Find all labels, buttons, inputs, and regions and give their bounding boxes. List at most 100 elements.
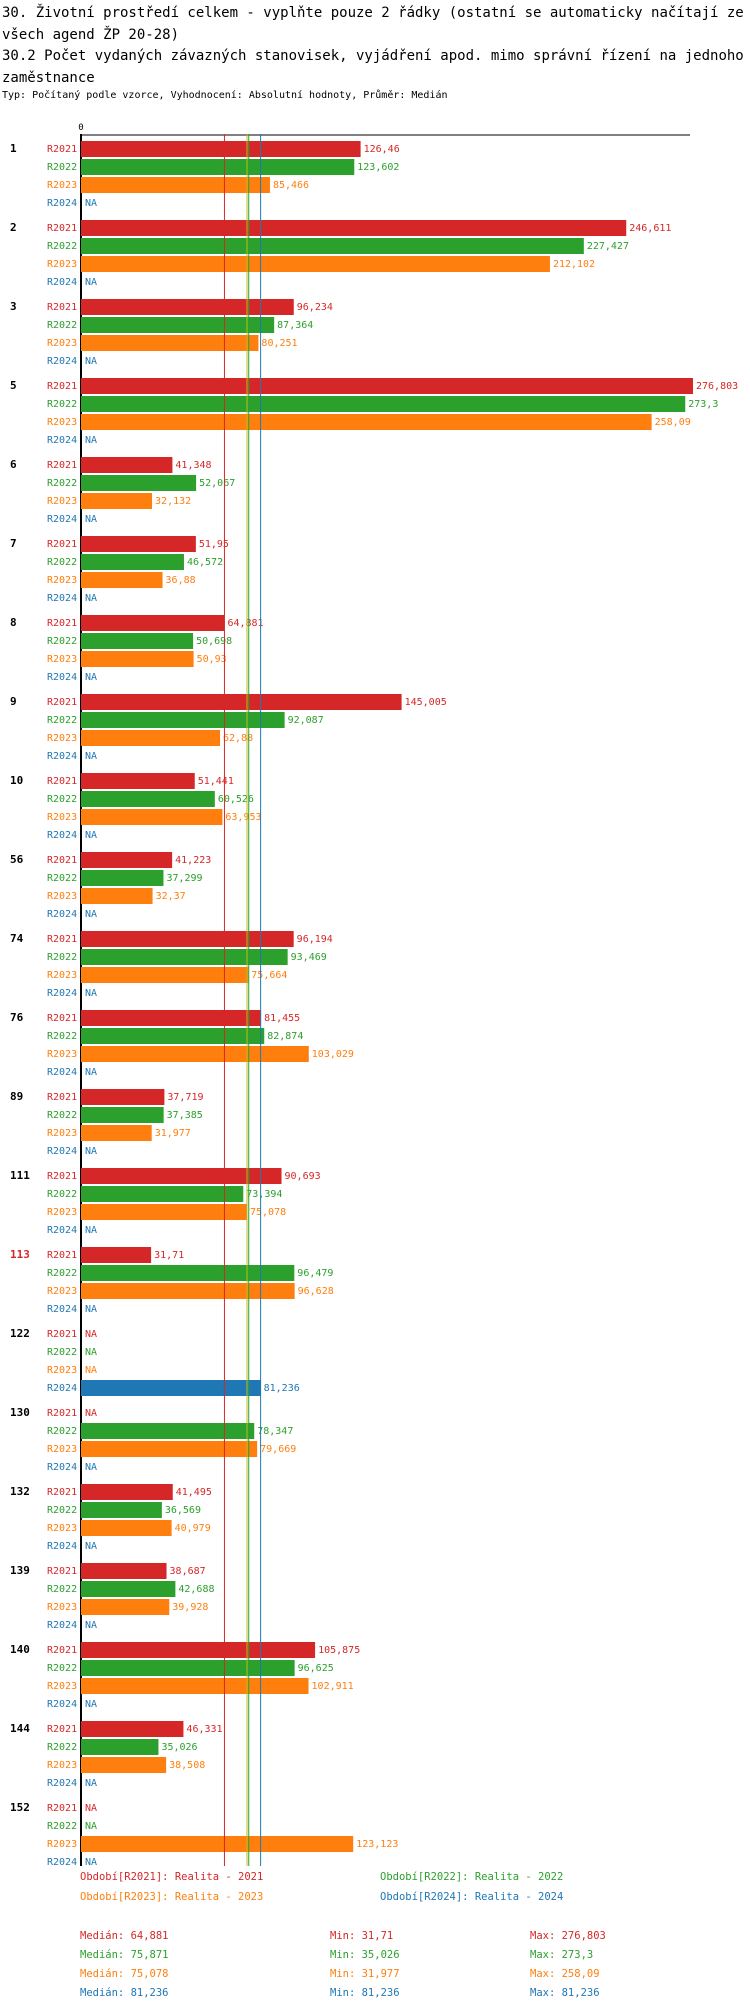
series-label-6-R2021: R2021 bbox=[47, 460, 77, 471]
bar-3-R2022 bbox=[81, 317, 275, 333]
group-label-111: 111 bbox=[10, 1169, 30, 1182]
bar-7-R2022 bbox=[81, 554, 184, 570]
bar-7-R2023 bbox=[81, 572, 163, 588]
bar-6-R2021 bbox=[81, 457, 173, 473]
series-label-2-R2024: R2024 bbox=[47, 277, 77, 288]
series-label-5-R2022: R2022 bbox=[47, 399, 77, 410]
stat-median-R2024: Medián: 81,236 bbox=[80, 1987, 169, 1999]
na-label-56-R2024: NA bbox=[85, 909, 97, 920]
bar-89-R2021 bbox=[81, 1089, 165, 1105]
series-label-113-R2021: R2021 bbox=[47, 1250, 77, 1261]
bar-8-R2023 bbox=[81, 651, 194, 667]
stat-min-R2024: Min: 81,236 bbox=[330, 1987, 400, 1999]
bar-8-R2022 bbox=[81, 633, 194, 649]
bar-56-R2023 bbox=[81, 888, 153, 904]
group-label-7: 7 bbox=[10, 537, 17, 550]
value-label-111-R2021: 90,693 bbox=[285, 1171, 321, 1182]
series-label-5-R2021: R2021 bbox=[47, 381, 77, 392]
na-label-152-R2024: NA bbox=[85, 1857, 97, 1868]
group-label-2: 2 bbox=[10, 221, 17, 234]
value-label-144-R2023: 38,508 bbox=[169, 1760, 205, 1771]
group-label-8: 8 bbox=[10, 616, 17, 629]
x-axis-zero-tick: 0 bbox=[78, 123, 83, 133]
series-label-89-R2023: R2023 bbox=[47, 1128, 77, 1139]
group-label-139: 139 bbox=[10, 1564, 30, 1577]
series-label-144-R2023: R2023 bbox=[47, 1760, 77, 1771]
series-label-10-R2023: R2023 bbox=[47, 812, 77, 823]
na-label-122-R2021: NA bbox=[85, 1329, 97, 1340]
na-label-6-R2024: NA bbox=[85, 514, 97, 525]
series-label-140-R2024: R2024 bbox=[47, 1699, 77, 1710]
na-label-74-R2024: NA bbox=[85, 988, 97, 999]
group-label-130: 130 bbox=[10, 1406, 30, 1419]
na-label-152-R2022: NA bbox=[85, 1821, 97, 1832]
value-label-3-R2023: 80,251 bbox=[261, 338, 297, 349]
value-label-1-R2022: 123,602 bbox=[357, 162, 399, 173]
series-label-3-R2023: R2023 bbox=[47, 338, 77, 349]
series-label-139-R2023: R2023 bbox=[47, 1602, 77, 1613]
series-label-7-R2023: R2023 bbox=[47, 575, 77, 586]
value-label-139-R2021: 38,687 bbox=[170, 1566, 206, 1577]
series-label-56-R2021: R2021 bbox=[47, 855, 77, 866]
value-label-89-R2021: 37,719 bbox=[167, 1092, 203, 1103]
value-label-6-R2022: 52,067 bbox=[199, 478, 235, 489]
value-label-113-R2023: 96,628 bbox=[298, 1286, 334, 1297]
series-label-89-R2022: R2022 bbox=[47, 1110, 77, 1121]
bar-3-R2023 bbox=[81, 335, 259, 351]
legend-item-R2023: Období[R2023]: Realita - 2023 bbox=[80, 1891, 264, 1903]
bar-140-R2021 bbox=[81, 1642, 316, 1658]
series-label-7-R2021: R2021 bbox=[47, 539, 77, 550]
group-label-76: 76 bbox=[10, 1011, 24, 1024]
na-label-5-R2024: NA bbox=[85, 435, 97, 446]
value-label-76-R2022: 82,874 bbox=[267, 1031, 303, 1042]
value-label-130-R2022: 78,347 bbox=[257, 1426, 293, 1437]
group-label-74: 74 bbox=[10, 932, 24, 945]
series-label-10-R2022: R2022 bbox=[47, 794, 77, 805]
bar-144-R2023 bbox=[81, 1757, 167, 1773]
na-label-122-R2022: NA bbox=[85, 1347, 97, 1358]
legend-item-R2021: Období[R2021]: Realita - 2021 bbox=[80, 1871, 264, 1883]
group-label-5: 5 bbox=[10, 379, 17, 392]
bar-8-R2021 bbox=[81, 615, 225, 631]
group-label-3: 3 bbox=[10, 300, 17, 313]
bar-144-R2021 bbox=[81, 1721, 184, 1737]
na-label-130-R2024: NA bbox=[85, 1462, 97, 1473]
bar-76-R2022 bbox=[81, 1028, 265, 1044]
series-label-130-R2022: R2022 bbox=[47, 1426, 77, 1437]
bar-5-R2023 bbox=[81, 414, 652, 430]
series-label-152-R2024: R2024 bbox=[47, 1857, 77, 1868]
value-label-144-R2022: 35,026 bbox=[161, 1742, 197, 1753]
bar-139-R2021 bbox=[81, 1563, 167, 1579]
value-label-89-R2023: 31,977 bbox=[155, 1128, 191, 1139]
series-label-5-R2023: R2023 bbox=[47, 417, 77, 428]
bar-113-R2021 bbox=[81, 1247, 152, 1263]
value-label-74-R2023: 75,664 bbox=[251, 970, 287, 981]
stat-max-R2024: Max: 81,236 bbox=[530, 1987, 600, 1999]
series-label-8-R2023: R2023 bbox=[47, 654, 77, 665]
value-label-10-R2022: 60,526 bbox=[218, 794, 254, 805]
value-label-8-R2023: 50,93 bbox=[197, 654, 227, 665]
series-label-113-R2023: R2023 bbox=[47, 1286, 77, 1297]
series-label-7-R2024: R2024 bbox=[47, 593, 77, 604]
series-label-3-R2022: R2022 bbox=[47, 320, 77, 331]
value-label-8-R2022: 50,698 bbox=[196, 636, 232, 647]
value-label-74-R2021: 96,194 bbox=[297, 934, 333, 945]
na-label-2-R2024: NA bbox=[85, 277, 97, 288]
series-label-132-R2024: R2024 bbox=[47, 1541, 77, 1552]
series-label-5-R2024: R2024 bbox=[47, 435, 77, 446]
series-label-130-R2023: R2023 bbox=[47, 1444, 77, 1455]
value-label-144-R2021: 46,331 bbox=[186, 1724, 222, 1735]
group-label-6: 6 bbox=[10, 458, 17, 471]
stat-min-R2023: Min: 31,977 bbox=[330, 1968, 400, 1980]
series-label-10-R2024: R2024 bbox=[47, 830, 77, 841]
legend-item-R2022: Období[R2022]: Realita - 2022 bbox=[380, 1871, 564, 1883]
value-label-2-R2022: 227,427 bbox=[587, 241, 629, 252]
value-label-139-R2023: 39,928 bbox=[172, 1602, 208, 1613]
series-label-1-R2023: R2023 bbox=[47, 180, 77, 191]
value-label-56-R2023: 32,37 bbox=[156, 891, 186, 902]
series-label-111-R2022: R2022 bbox=[47, 1189, 77, 1200]
series-label-8-R2021: R2021 bbox=[47, 618, 77, 629]
series-label-1-R2022: R2022 bbox=[47, 162, 77, 173]
series-label-89-R2021: R2021 bbox=[47, 1092, 77, 1103]
series-label-2-R2022: R2022 bbox=[47, 241, 77, 252]
